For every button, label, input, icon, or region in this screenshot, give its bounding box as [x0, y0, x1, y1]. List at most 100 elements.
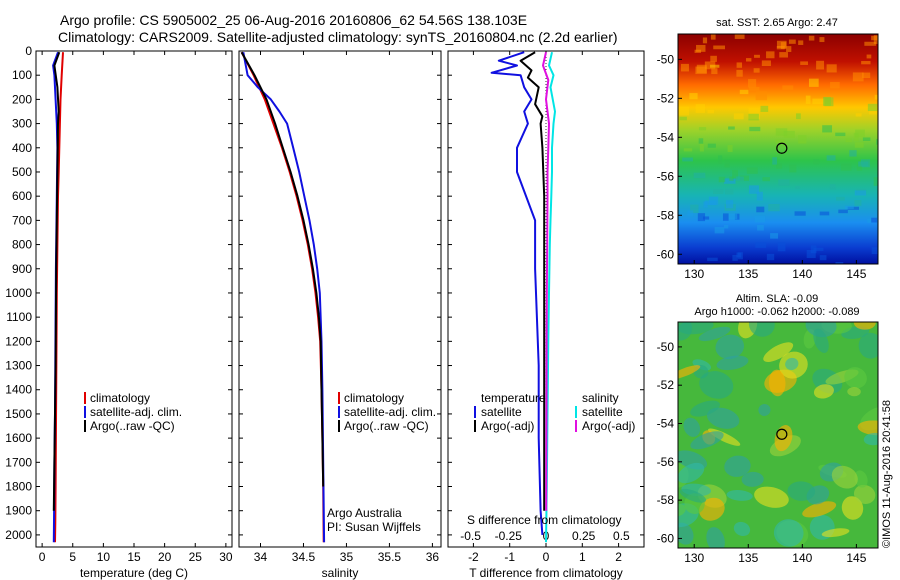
map-x-tick-label: 140	[792, 551, 812, 565]
salinity-panel: 34 34.5 35 35.5 36 salinity climatology sate…	[238, 50, 442, 580]
sst-cell	[726, 200, 734, 209]
s-diff-tick-label: 0.25	[572, 529, 596, 543]
sst-cell	[830, 82, 840, 89]
sst-cell	[746, 167, 758, 174]
x-tick-label: 34	[254, 550, 268, 564]
y-tick-label: 400	[12, 141, 32, 155]
sst-cell	[822, 125, 833, 133]
sst-cell	[770, 233, 779, 239]
sst-cell	[739, 175, 750, 181]
sst-cell	[835, 132, 846, 137]
temperature-axes-frame	[35, 50, 233, 548]
y-tick-label: 500	[12, 165, 32, 179]
sst-cell	[867, 103, 878, 112]
profile-line-s-satellite	[545, 51, 556, 543]
sst-cell	[694, 49, 702, 53]
sst-cell	[813, 159, 820, 165]
legend-t-satellite: satellite	[481, 405, 522, 419]
sst-cell	[761, 60, 771, 67]
map-y-tick-label: -60	[657, 247, 675, 261]
sla-cell	[683, 417, 701, 437]
sst-cell	[756, 206, 765, 213]
sst-cell	[702, 37, 708, 44]
sst-cell	[783, 130, 795, 138]
x-tick-label: -1	[504, 550, 515, 564]
sla-cell	[773, 519, 804, 547]
sst-cell	[840, 163, 852, 171]
sst-cell	[729, 176, 734, 181]
sst-cell	[871, 247, 878, 255]
sst-cell	[710, 64, 720, 68]
sst-cell	[777, 242, 786, 252]
legend-argo: Argo(..raw -QC)	[90, 419, 175, 433]
sst-map-axes: 130 135 140 145 -50 -52 -54 -56 -58 -60	[657, 52, 867, 281]
y-tick-label: 700	[12, 213, 32, 227]
sst-cell	[718, 176, 726, 183]
y-tick-label: 600	[12, 189, 32, 203]
sst-cell	[805, 95, 811, 104]
sla-texture	[678, 322, 878, 548]
sst-cell	[835, 261, 844, 264]
sst-cell	[718, 155, 723, 165]
sst-cell	[748, 113, 759, 121]
sst-cell	[796, 113, 801, 120]
sst-cell	[739, 89, 749, 95]
sst-cell	[707, 109, 715, 114]
sst-cell	[723, 178, 736, 184]
argo-position-marker	[776, 142, 788, 154]
sst-cell	[699, 143, 704, 152]
sla-map-panel: Altim. SLA: -0.09 Argo h1000: -0.062 h20…	[657, 293, 879, 565]
sla-cell	[748, 322, 775, 337]
sst-cell	[877, 37, 878, 44]
sst-cell	[782, 85, 794, 90]
sla-cell	[726, 489, 753, 501]
pi-label: PI: Susan Wijffels	[327, 520, 421, 534]
x-tick-label: 0	[39, 550, 46, 564]
sst-map-title: sat. SST: 2.65 Argo: 2.47	[716, 17, 838, 29]
sst-cell	[776, 162, 783, 169]
sst-cell	[735, 176, 744, 182]
map-x-tick-label: 145	[846, 551, 866, 565]
map-y-tick-label: -56	[657, 169, 675, 183]
s-diff-tick-label: -0.25	[495, 529, 523, 543]
legend-climatology: climatology	[90, 391, 150, 405]
sst-cell	[873, 177, 878, 186]
sst-cell	[776, 40, 787, 48]
x-tick-label: 5	[69, 550, 76, 564]
y-tick-label: 1600	[5, 431, 32, 445]
sst-cell	[745, 58, 752, 62]
x-tick-label: 25	[189, 550, 203, 564]
sst-cell	[682, 157, 693, 162]
sst-cell	[838, 209, 848, 214]
sst-cell	[748, 107, 760, 115]
y-tick-label: 1400	[5, 383, 32, 397]
sst-cell	[690, 204, 699, 213]
sst-cell	[766, 253, 775, 261]
s-diff-tick-label: 0.5	[613, 529, 630, 543]
sst-cell	[806, 250, 816, 258]
sst-cell	[679, 116, 687, 121]
sst-map-panel: sat. SST: 2.65 Argo: 2.47 130 135 140 145 -5…	[657, 17, 879, 281]
x-tick-label: 35.5	[378, 550, 402, 564]
sst-cell	[855, 129, 865, 138]
sst-cell	[698, 127, 707, 131]
figure-title-line2: Climatology: CARS2009. Satellite-adjuste…	[58, 29, 618, 45]
sst-cell	[753, 68, 760, 73]
y-tick-label: 1200	[5, 334, 32, 348]
sst-cell	[866, 54, 872, 59]
sst-cell	[693, 172, 706, 179]
sla-map-subtitle: Argo h1000: -0.062 h2000: -0.089	[694, 306, 859, 318]
y-tick-label: 1900	[5, 504, 32, 518]
t-difference-label: T difference from climatology	[469, 566, 623, 580]
sst-cell	[707, 257, 718, 262]
sst-cell	[798, 40, 804, 45]
difference-x-axis: -2 -1 0 1 2	[468, 51, 622, 564]
sla-cell	[768, 369, 786, 397]
sst-cell	[725, 188, 734, 195]
map-x-tick-label: 135	[738, 267, 758, 281]
x-tick-label: 30	[219, 550, 233, 564]
s-diff-tick-label: -0.5	[460, 529, 481, 543]
sst-cell	[736, 252, 742, 258]
difference-profiles	[490, 51, 556, 543]
sst-cell	[696, 64, 707, 73]
